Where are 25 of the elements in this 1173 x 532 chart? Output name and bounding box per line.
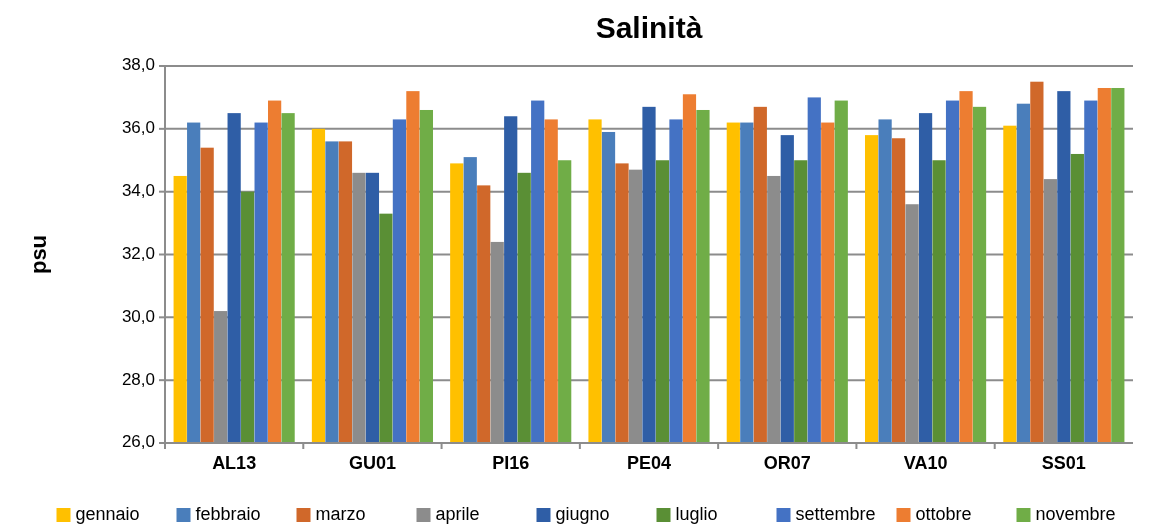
chart-title: Salinità — [595, 11, 703, 44]
y-tick-label: 26,0 — [121, 432, 155, 452]
legend-label: gennaio — [75, 503, 140, 524]
legend-label: febbraio — [195, 503, 261, 524]
x-tick-label: OR07 — [763, 453, 811, 473]
x-tick-label: PI16 — [492, 453, 530, 473]
legend-label: luglio — [675, 503, 718, 524]
legend-label: aprile — [435, 503, 480, 524]
x-tick-label: VA10 — [903, 453, 948, 473]
y-tick-label: 36,0 — [121, 118, 155, 138]
y-tick-label: 28,0 — [121, 369, 155, 389]
y-tick-label: 38,0 — [121, 55, 155, 75]
legend-label: ottobre — [915, 503, 972, 524]
y-tick-label: 34,0 — [121, 181, 155, 201]
legend-label: marzo — [315, 503, 366, 524]
x-tick-label: PE04 — [626, 453, 672, 473]
x-tick-label: GU01 — [348, 453, 396, 473]
legend-label: giugno — [555, 503, 610, 524]
x-tick-label: SS01 — [1041, 453, 1086, 473]
y-tick-label: 30,0 — [121, 306, 155, 326]
legend-label: settembre — [795, 503, 876, 524]
x-tick-label: AL13 — [212, 453, 257, 473]
y-tick-label: 32,0 — [121, 243, 155, 263]
legend-label: novembre — [1035, 503, 1116, 524]
y-axis-title: psu — [25, 234, 51, 275]
